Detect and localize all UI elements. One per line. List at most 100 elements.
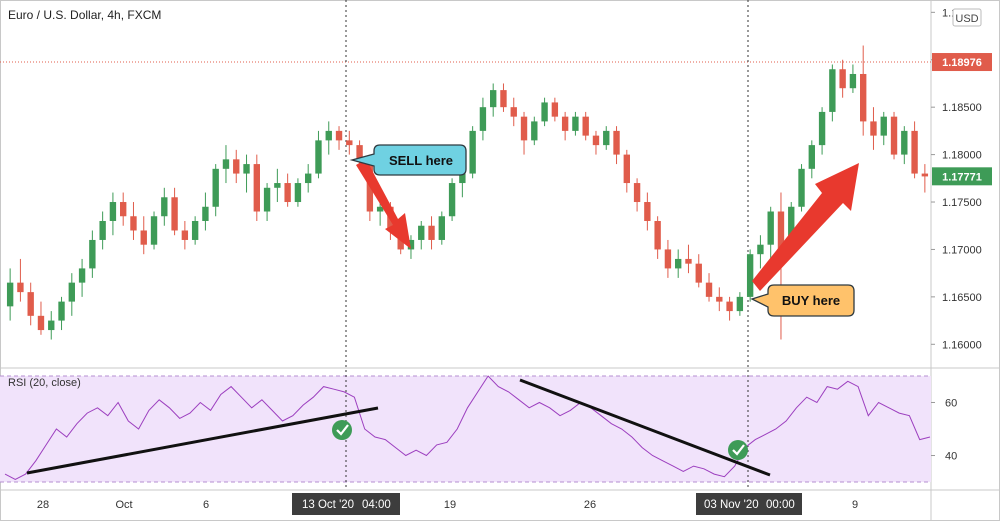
candle-body: [78, 268, 86, 283]
price-tick-label: 1.17000: [942, 244, 982, 256]
candle-body: [736, 296, 744, 312]
candle-body: [695, 263, 702, 283]
time-label-right-date: 03 Nov '20: [704, 499, 759, 511]
candle-body: [777, 211, 785, 250]
candle-body: [685, 258, 692, 264]
candle-body: [17, 282, 24, 293]
time-tick-label: 28: [37, 499, 49, 511]
time-tick-label: Oct: [115, 499, 132, 511]
candle-body: [305, 173, 312, 184]
price-tick-label: 1.16500: [942, 292, 982, 304]
sell-label: SELL here: [389, 153, 453, 168]
candle-body: [572, 116, 579, 131]
buy-arrow: [752, 163, 859, 291]
sell-arrow: [356, 159, 411, 249]
time-label-right: 03 Nov '20 00:00: [696, 493, 802, 515]
candle-body: [788, 206, 795, 250]
candle-body: [921, 173, 929, 177]
candle-body: [418, 225, 425, 240]
check-icon: [728, 440, 748, 460]
candle-body: [325, 130, 332, 141]
candle-body: [263, 187, 271, 212]
currency-badge[interactable]: USD: [952, 8, 982, 27]
price-label-box: [932, 167, 992, 186]
price-tick-label: 1.18500: [942, 102, 982, 114]
candle-body: [654, 220, 661, 250]
candle-body: [253, 164, 260, 212]
candle-body: [171, 197, 178, 231]
price-label-box: [932, 53, 992, 72]
candle-body: [109, 202, 117, 221]
candle-body: [500, 90, 507, 108]
candle-body: [356, 145, 363, 160]
candle-body: [592, 135, 600, 146]
candle-body: [243, 164, 250, 174]
candle-body: [870, 121, 877, 136]
candle-body: [376, 206, 384, 212]
rsi-trendline-up: [26, 406, 379, 475]
candle-body: [181, 230, 189, 240]
candle-body: [222, 159, 230, 169]
rsi-axis: 40 60: [931, 397, 957, 463]
candle-body: [469, 130, 476, 174]
candle-body: [233, 159, 240, 174]
candle-body: [120, 202, 127, 217]
rsi-band: [0, 375, 931, 483]
time-label-left-time: 04:00: [362, 499, 391, 511]
candle-body: [510, 107, 517, 117]
candle-body: [407, 239, 415, 250]
candle-body: [829, 69, 836, 112]
time-label-left-date: 13 Oct '20: [302, 499, 354, 511]
candle-body: [191, 220, 199, 240]
candle-body: [675, 258, 682, 269]
candle-body: [161, 197, 168, 217]
price-label-text: 1.18976: [942, 57, 982, 69]
time-tick-label: 26: [584, 499, 596, 511]
price-trendline-down: [519, 378, 771, 477]
candle-body: [48, 320, 55, 331]
time-label-left: 13 Oct '20 04:00: [292, 493, 400, 515]
candle-body: [561, 116, 569, 131]
candle-body: [479, 107, 487, 131]
candle-body: [212, 168, 219, 207]
time-axis: 28 Oct 6 19 26 9: [37, 499, 858, 511]
chart-title: Euro / U.S. Dollar, 4h, FXCM: [8, 8, 161, 22]
buy-label: BUY here: [782, 293, 840, 308]
candle-body: [911, 130, 918, 174]
rsi-tick-label: 60: [945, 397, 957, 409]
candle-body: [818, 111, 826, 146]
rsi-title: RSI (20, close): [8, 377, 81, 389]
candle-body: [613, 130, 620, 155]
candle-body: [746, 254, 754, 297]
candle-body: [520, 116, 528, 141]
candle-body: [6, 282, 14, 307]
price-tick-label: 1.16000: [942, 339, 982, 351]
check-icon: [332, 420, 352, 440]
candle-body: [294, 183, 302, 203]
candle-body: [150, 216, 158, 245]
candle-body: [880, 116, 887, 136]
candle-body: [315, 140, 322, 174]
time-tick-label: 6: [203, 499, 209, 511]
time-label-right-time: 00:00: [766, 499, 795, 511]
candle-body: [346, 140, 353, 146]
candle-body: [448, 183, 456, 217]
candle-body: [99, 220, 106, 240]
candle-body: [68, 282, 75, 302]
candle-body: [705, 282, 713, 297]
candle-body: [130, 216, 137, 231]
candle-body: [633, 183, 641, 203]
candle-body: [726, 301, 733, 312]
candle-body: [37, 315, 45, 331]
sell-callout: SELL here: [349, 144, 467, 176]
buy-callout: BUY here: [750, 284, 855, 317]
candle-body: [582, 116, 589, 136]
candle-body: [284, 183, 291, 203]
candle-body: [644, 202, 651, 221]
candle-body: [808, 145, 815, 169]
candle-body: [58, 301, 65, 321]
candle-body: [798, 168, 805, 207]
currency-label: USD: [955, 13, 978, 25]
candle-body: [202, 206, 209, 221]
